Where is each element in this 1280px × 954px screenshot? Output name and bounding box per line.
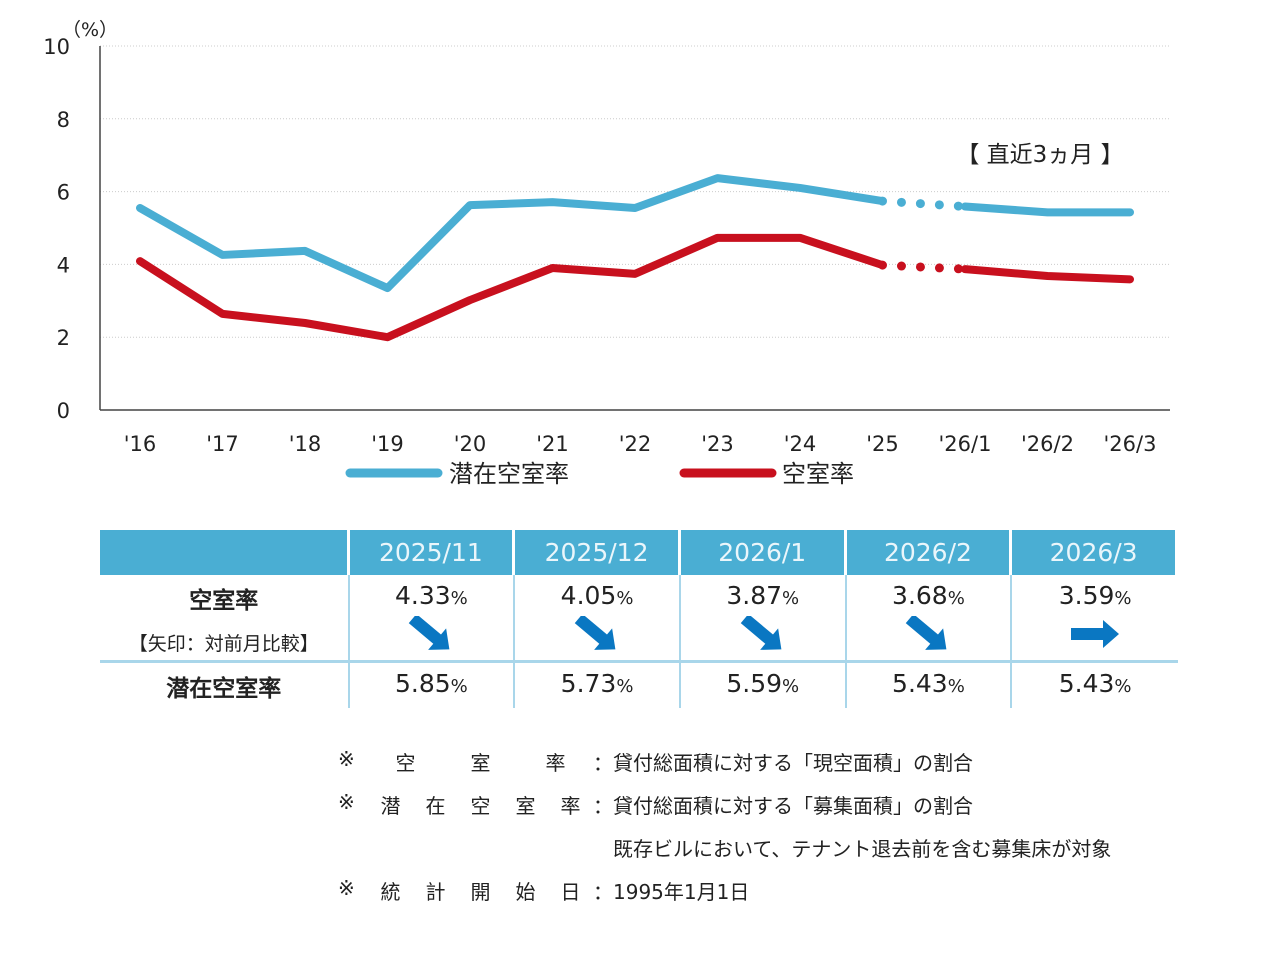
row-label: 空室率 【矢印：対前月比較】	[100, 575, 350, 660]
colon: ：	[593, 751, 613, 775]
colon: ：	[593, 794, 613, 818]
potential-cell: 5.85%	[350, 663, 516, 708]
footnote-key: ※ 統計開始日	[338, 876, 581, 904]
footnote: ※ 空室率 ：貸付総面積に対する「現空面積」の割合	[338, 740, 1111, 783]
row-label: 潜在空室率	[100, 663, 350, 708]
x-tick-label: '24	[784, 432, 817, 456]
x-tick-label: '26/1	[939, 432, 992, 456]
x-tick-label: '17	[206, 432, 239, 456]
header-col: 2025/11	[349, 530, 516, 575]
footnote-text: 貸付総面積に対する「募集面積」の割合	[613, 794, 973, 818]
vacancy-cell: 3.87%	[681, 575, 847, 660]
footnote-key: ※ 潜在空室率	[338, 790, 581, 818]
arrow-note: 【矢印：対前月比較】	[128, 633, 319, 655]
vacancy-label: 空室率	[189, 588, 259, 614]
series-line-recent-0	[961, 202, 1134, 217]
down-right-arrow-icon	[906, 616, 947, 650]
series-dotted-segment-0	[878, 196, 970, 212]
right-arrow-icon	[1071, 620, 1120, 648]
x-tick-label: '16	[124, 432, 157, 456]
header-col: 2025/12	[515, 530, 681, 575]
vacancy-cell: 4.33%	[350, 575, 516, 660]
potential-value: 5.73%	[560, 669, 634, 698]
footnote-key: ※ 空室率	[338, 747, 566, 775]
x-tick-label: '26/2	[1021, 432, 1074, 456]
footnote-text: 既存ビルにおいて、テナント退去前を含む募集床が対象	[613, 837, 1112, 861]
table-header: 2025/11 2025/12 2026/1 2026/2 2026/3	[100, 530, 1178, 575]
potential-value: 5.43%	[1058, 669, 1132, 698]
y-tick-label: 0	[57, 399, 70, 423]
table-row-vacancy: 空室率 【矢印：対前月比較】 4.33% 4.05% 3.87% 3.68% 3.59%	[100, 575, 1178, 663]
potential-label: 潜在空室率	[166, 676, 282, 702]
vacancy-value: 3.68%	[892, 581, 965, 610]
vacancy-cell: 3.68%	[847, 575, 1013, 660]
x-tick-label: '26/3	[1104, 432, 1157, 456]
colon: ：	[593, 880, 613, 904]
vacancy-value: 4.05%	[560, 581, 634, 610]
down-right-arrow-icon	[409, 616, 450, 650]
recent-3-months-annotation: 【 直近3ヵ月 】	[956, 142, 1123, 168]
vacancy-value: 3.59%	[1058, 581, 1132, 610]
vacancy-line-chart: 0 2 4 6 8 10（%） '16 '17 '18 '19 '20 '21 '22 '23 '24 '25…	[43, 19, 1170, 488]
footnote: ※ 潜在空室率 ：貸付総面積に対する「募集面積」の割合	[338, 783, 1111, 826]
y-tick-label: 10	[43, 35, 70, 59]
potential-cell: 5.43%	[847, 663, 1013, 708]
legend-label: 空室率	[782, 460, 854, 488]
header-blank	[100, 530, 350, 575]
potential-cell: 5.43%	[1012, 663, 1178, 708]
x-tick-label: '21	[536, 432, 569, 456]
y-tick-label: 4	[57, 253, 70, 277]
x-tick-label: '22	[619, 432, 652, 456]
footnote: ※ 統計開始日 ： 1995年1月1日	[338, 869, 1111, 912]
y-tick-label: 2	[57, 326, 70, 350]
footnote-text: 1995年1月1日	[613, 880, 750, 904]
series-dotted-segment-1	[878, 260, 970, 274]
footnote: 既存ビルにおいて、テナント退去前を含む募集床が対象	[338, 826, 1111, 869]
series-line-0	[136, 174, 887, 293]
vacancy-value: 3.87%	[726, 581, 800, 610]
x-tick-label: '23	[701, 432, 734, 456]
down-right-arrow-icon	[574, 616, 616, 650]
series-line-1	[136, 233, 887, 342]
header-col: 2026/2	[846, 530, 1013, 575]
potential-value: 5.85%	[394, 669, 468, 698]
legend-label: 潜在空室率	[449, 460, 569, 488]
header-col: 2026/3	[1012, 530, 1178, 575]
potential-value: 5.59%	[726, 669, 800, 698]
footnote-text: 貸付総面積に対する「現空面積」の割合	[613, 751, 973, 775]
footnotes: ※ 空室率：貸付総面積に対する「現空面積」の割合 ※ 潜在空室率：貸付総面積に対する「…	[338, 740, 1111, 912]
series-line-recent-1	[961, 265, 1134, 284]
vacancy-cell: 4.05%	[515, 575, 681, 660]
y-unit-label: （%）	[62, 19, 118, 41]
down-right-arrow-icon	[740, 616, 782, 650]
vacancy-table: 2025/11 2025/12 2026/1 2026/2 2026/3 空室率…	[100, 530, 1178, 708]
y-tick-label: 6	[57, 181, 70, 205]
potential-cell: 5.59%	[681, 663, 847, 708]
y-tick-label: 8	[57, 108, 70, 132]
vacancy-cell: 3.59%	[1012, 575, 1178, 660]
potential-cell: 5.73%	[515, 663, 681, 708]
header-col: 2026/1	[680, 530, 847, 575]
x-tick-label: '19	[371, 432, 404, 456]
table-row-potential: 潜在空室率 5.85% 5.73% 5.59% 5.43% 5.43%	[100, 663, 1178, 708]
potential-value: 5.43%	[892, 669, 965, 698]
x-tick-label: '25	[866, 432, 899, 456]
vacancy-value: 4.33%	[394, 581, 468, 610]
x-tick-label: '18	[289, 432, 322, 456]
x-tick-label: '20	[454, 432, 487, 456]
